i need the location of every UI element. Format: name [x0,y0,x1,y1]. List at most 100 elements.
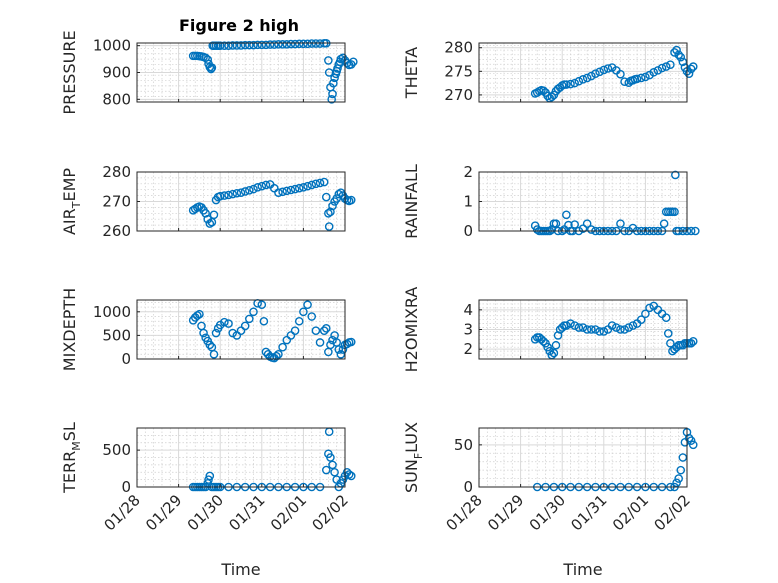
data-point [240,40,250,50]
panel-air_temp: 260 270 280 AIRTEMP [60,163,356,240]
data-point [321,465,331,475]
data-point [684,433,694,443]
x-axis-label: Time [562,560,602,579]
data-point [603,64,613,73]
axes-box [478,427,688,488]
data-point [628,321,638,330]
panel-theta: 270 275 280 THETA [402,39,698,104]
data-point [624,323,634,332]
data-point [324,427,334,436]
data-point [582,325,592,334]
data-point [599,327,609,336]
data-point [294,183,304,193]
data-point [330,467,339,477]
axes-box [136,299,346,360]
x-axis-label: Time [220,560,260,579]
data-point [228,189,237,199]
data-point [530,335,540,344]
data-point [204,475,213,484]
data-point [587,225,596,234]
data-point [253,183,262,192]
data-point [245,185,254,195]
data-point [286,39,296,49]
data-point [228,328,237,338]
data-point [557,323,567,332]
x-tick-label: 01/29 [484,491,527,534]
data-point [209,210,219,220]
x-tick-label: 02/02 [651,491,694,534]
data-point [324,208,333,218]
data-point [269,40,279,49]
data-point [274,349,283,359]
data-point [274,40,283,49]
data-point [578,323,588,332]
data-point [321,192,331,202]
data-point [686,226,696,236]
data-point [599,65,609,75]
data-point [249,40,258,50]
y-tick-label: 280 [102,163,131,181]
data-point [346,471,356,481]
panel-terr_msl: 0 500 TERRMSL 01/2801/2901/3001/3102/0102/0… [60,422,356,579]
data-point [299,39,308,49]
y-tick-label: 0 [121,350,131,368]
data-point [311,179,321,189]
data-point [259,316,269,326]
data-point [249,307,258,317]
data-point [344,470,354,479]
data-point [205,471,215,481]
data-point [645,303,654,313]
data-point [290,184,300,194]
data-point [539,336,548,346]
data-point [203,55,213,64]
panel-h2omixra: 23 4 H2OMIXRA [402,287,698,372]
chart-title: Figure 2 high [179,16,299,35]
data-point [616,69,625,79]
data-point [232,188,242,198]
data-point [570,78,579,88]
x-tick-label: 02/01 [609,491,652,534]
y-tick-label: 270 [102,193,131,211]
y-tick-label: 1000 [93,37,131,55]
data-point [274,188,283,197]
data-point [232,331,242,340]
data-point [224,319,233,328]
data-point [327,95,336,104]
data-point [670,207,679,217]
data-point [278,40,287,49]
data-point [532,225,542,234]
data-point [562,321,571,330]
data-point [319,326,329,335]
y-axis-label: SUNFLUX [402,422,425,493]
data-point [282,335,292,345]
data-point [319,177,329,187]
data-point [253,40,262,50]
panel-sun_flux: 0 50 SUNFLUX 01/2801/2901/3001/3102/0102/02… [402,422,698,579]
data-point [245,314,254,324]
data-point [303,181,312,191]
data-point [294,316,304,326]
data-point [663,329,673,338]
data-point [211,328,221,338]
y-tick-label: 800 [102,90,131,108]
x-tick-label: 02/02 [309,491,352,534]
data-point [278,187,287,197]
data-point [315,39,325,48]
y-axis-label: AIRTEMP [60,168,83,235]
data-point [240,187,250,196]
y-tick-label: 1 [463,193,473,211]
data-point [678,453,688,462]
y-tick-label: 2 [463,340,473,358]
data-point [311,326,321,335]
y-tick-label: 4 [463,301,473,319]
panel-rainfall: 0 1 2 RAINFALL [402,163,700,240]
data-point [261,347,271,357]
data-point [249,184,258,194]
data-point [674,50,683,60]
data-point [220,41,229,50]
data-point [607,321,617,330]
data-point [578,75,588,84]
data-point [236,188,246,197]
data-point [334,345,344,354]
data-point [324,56,333,65]
